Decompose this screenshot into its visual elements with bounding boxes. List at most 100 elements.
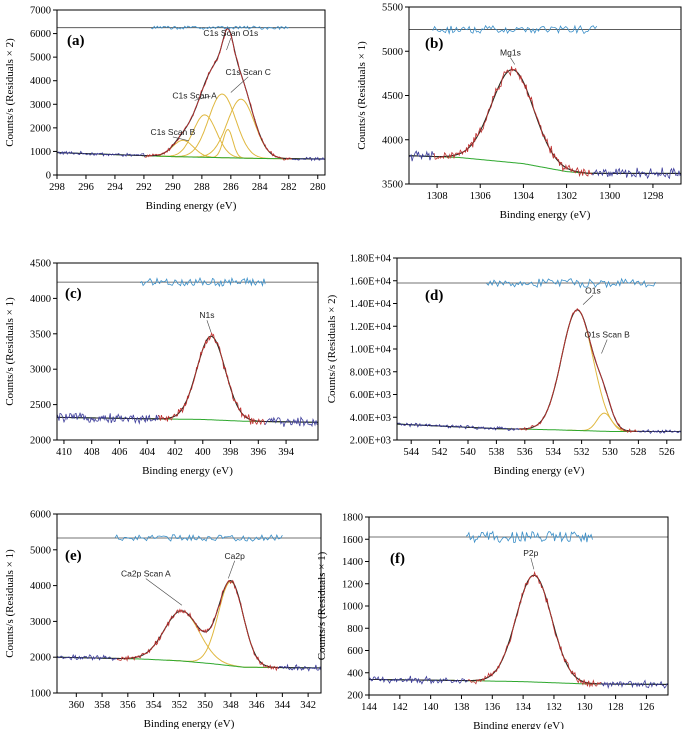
x-tick-label: 138 [454,702,470,713]
x-tick-label: 280 [310,182,326,193]
y-tick-label: 2000 [30,436,51,447]
raw-data-trace [57,653,118,662]
raw-data-trace [57,412,159,425]
plot-frame [56,9,326,176]
x-tick-label: 538 [489,447,505,458]
x-tick-label: 286 [223,182,239,193]
raw-data-trace [600,679,668,690]
x-tick-label: 290 [165,182,181,193]
x-tick-label: 360 [68,700,84,711]
chart-panel-f: 144 142 140 138 136 134 132 130 128 126 200 400 600 8… [316,513,669,729]
plot-frame [396,257,682,441]
residual-trace [486,277,656,289]
raw-data-trace [637,429,681,434]
y-tick-label: 800 [347,624,363,635]
plot-area [57,276,318,428]
raw-data-trace [397,422,520,431]
x-tick-label: 1298 [642,191,663,202]
y-axis-label: Counts/s (Residuals × 1) [316,551,328,660]
raw-data-peak-trace [433,66,593,178]
x-tick-label: 130 [577,702,593,713]
panel-label: (e) [65,548,82,564]
x-tick-label: 144 [361,702,378,713]
annotation-leader [601,339,608,354]
x-tick-label: 1308 [427,191,448,202]
y-tick-label: 4500 [382,91,403,102]
y-tick-label: 4000 [30,76,51,87]
residual-trace [151,25,290,31]
y-tick-label: 1600 [342,535,363,546]
y-tick-label: 4000 [30,581,51,592]
x-tick-label: 410 [56,447,72,458]
x-tick-label: 140 [423,702,439,713]
x-tick-label: 534 [545,447,562,458]
y-tick-label: 2000 [30,123,51,134]
plot-area [369,530,668,690]
raw-data-trace [264,416,318,428]
x-axis-label: Binding energy (eV) [473,720,564,729]
annotation-leader [582,295,594,305]
y-tick-label: 3500 [382,180,403,191]
plot-frame [56,262,319,441]
raw-data-trace [57,150,145,158]
x-tick-label: 294 [107,182,124,193]
annotation-leader [227,560,235,579]
y-tick-label: 5000 [382,47,403,58]
annotation-leader [510,57,516,65]
x-tick-label: 406 [112,447,128,458]
peak-annotation: O1s [585,285,601,295]
x-tick-label: 1302 [556,191,577,202]
y-tick-label: 4000 [382,135,403,146]
x-tick-label: 1306 [470,191,491,202]
y-tick-label: 4.00E+03 [350,413,391,424]
chart-panel-c: 410 408 406 404 402 400 398 396 394 2000 2500 3000 3… [4,259,319,477]
envelope-line [397,309,681,433]
chart-panel-a: 298 296 294 292 290 288 286 284 282 280 0 1000 2000 3… [4,6,326,213]
y-tick-label: 1.20E+04 [350,322,392,333]
annotation-leader [194,95,211,101]
x-tick-label: 400 [195,447,211,458]
x-tick-label: 404 [139,447,156,458]
x-tick-label: 296 [78,182,94,193]
x-tick-label: 526 [659,447,675,458]
x-tick-label: 398 [223,447,239,458]
y-tick-label: 2500 [30,400,51,411]
plot-area [397,277,681,434]
y-tick-label: 1.80E+04 [350,254,392,265]
envelope-line [409,69,681,174]
y-tick-label: 3000 [30,617,51,628]
x-tick-label: 1304 [513,191,535,202]
plot-frame [368,516,669,696]
panel-label: (a) [67,33,85,49]
x-axis-label: Binding energy (eV) [500,209,591,221]
component-peak-o1s-scan-b [567,412,642,432]
y-tick-label: 6.00E+03 [350,390,391,401]
envelope-line [57,335,318,423]
x-tick-label: 540 [460,447,476,458]
chart-panel-e: 360 358 356 354 352 350 348 346 344 342 1000 2000 30… [4,510,322,729]
panel-label: (d) [425,288,443,304]
plot-area [57,533,321,672]
annotation-leader [226,37,232,51]
x-tick-label: 136 [484,702,500,713]
raw-data-trace [409,150,435,162]
x-tick-label: 536 [517,447,533,458]
annotation-leader [172,136,189,142]
annotation-leader [230,76,249,93]
raw-data-trace [369,675,469,685]
x-tick-label: 298 [49,182,65,193]
x-tick-label: 282 [281,182,297,193]
component-peak-ca2p-scan-a [91,610,273,668]
y-tick-label: 1.00E+04 [350,345,392,356]
y-tick-label: 1000 [30,147,51,158]
x-tick-label: 402 [167,447,183,458]
peak-annotation: O1s Scan B [584,330,630,340]
panel-label: (b) [425,36,443,52]
x-axis-label: Binding energy (eV) [146,200,237,212]
y-tick-label: 1.40E+04 [350,299,392,310]
x-tick-label: 356 [120,700,136,711]
y-tick-label: 1400 [342,557,363,568]
y-tick-label: 5000 [30,53,51,64]
annotation-leader [145,578,183,606]
